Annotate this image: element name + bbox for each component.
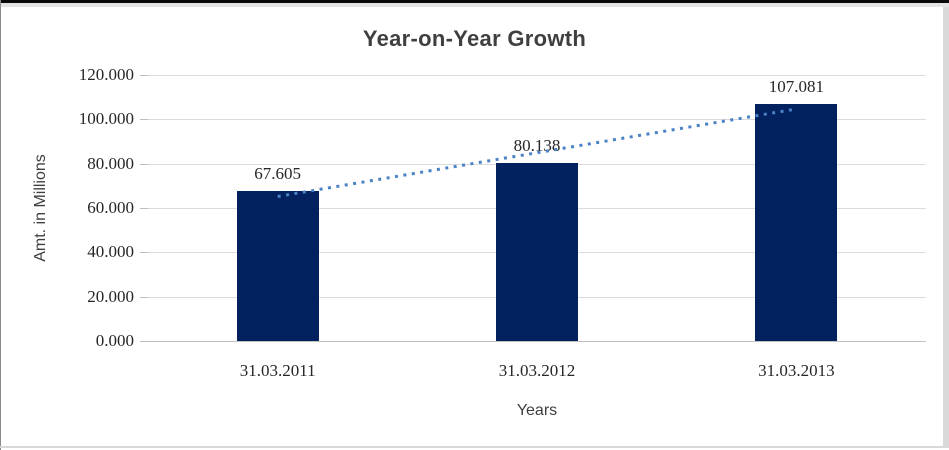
bar-31.03.2013 <box>755 103 838 341</box>
x-category-label: 31.03.2011 <box>239 361 316 380</box>
gridline <box>148 75 926 76</box>
y-tick-label: 20.000 <box>87 286 134 306</box>
y-axis-tick <box>140 296 148 298</box>
window-right-strip <box>943 7 949 446</box>
data-label: 107.081 <box>768 76 824 96</box>
y-axis-tick <box>140 119 148 121</box>
bar-31.03.2012 <box>496 163 578 341</box>
y-axis-tick <box>140 208 148 209</box>
y-axis-tick <box>140 163 148 165</box>
y-axis-tick <box>140 252 148 254</box>
x-axis-line <box>148 341 926 342</box>
window-top-strip <box>0 3 949 7</box>
y-tick-label: 120.000 <box>78 65 134 84</box>
bar-31.03.2011 <box>236 191 319 341</box>
y-axis-tick <box>140 341 148 342</box>
y-axis-tick <box>140 75 148 76</box>
x-category-label: 31.03.2013 <box>758 361 835 380</box>
data-label: 67.605 <box>254 164 302 184</box>
y-tick-label: 0.000 <box>95 331 134 350</box>
y-tick-label: 100.000 <box>78 109 134 129</box>
y-tick-label: 40.000 <box>87 242 134 262</box>
data-label: 80.138 <box>513 136 561 156</box>
y-tick-label: 80.000 <box>87 153 134 173</box>
x-category-label: 31.03.2012 <box>498 361 576 380</box>
window-top-border <box>0 0 949 3</box>
y-tick-label: 60.000 <box>87 198 134 217</box>
x-axis-title: Years <box>516 402 558 419</box>
window-left-border <box>0 0 1 450</box>
chart-title: Year-on-Year Growth <box>362 26 587 51</box>
window-bottom-line <box>0 446 949 448</box>
